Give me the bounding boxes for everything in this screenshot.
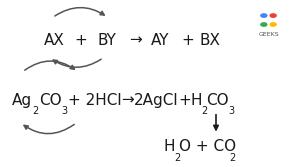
Text: +: + bbox=[181, 33, 194, 48]
Text: 3: 3 bbox=[61, 106, 67, 116]
Text: + 2HCl: + 2HCl bbox=[68, 93, 121, 108]
Circle shape bbox=[270, 23, 276, 26]
Text: Ag: Ag bbox=[12, 93, 32, 108]
Text: O + CO: O + CO bbox=[179, 139, 236, 154]
Text: 2: 2 bbox=[175, 153, 181, 163]
Text: GEEKS: GEEKS bbox=[258, 32, 279, 37]
Text: AX: AX bbox=[44, 33, 64, 48]
Text: +: + bbox=[75, 33, 87, 48]
Text: AY: AY bbox=[151, 33, 170, 48]
Text: 2: 2 bbox=[229, 153, 236, 163]
Circle shape bbox=[261, 14, 267, 17]
Text: 2: 2 bbox=[32, 106, 39, 116]
Text: 2AgCl: 2AgCl bbox=[134, 93, 178, 108]
Circle shape bbox=[261, 23, 267, 26]
Text: →: → bbox=[129, 33, 141, 48]
Text: +: + bbox=[178, 93, 191, 108]
Text: CO: CO bbox=[206, 93, 229, 108]
Text: H: H bbox=[164, 139, 175, 154]
Text: 2: 2 bbox=[202, 106, 208, 116]
Text: BY: BY bbox=[97, 33, 116, 48]
Text: BX: BX bbox=[200, 33, 220, 48]
Text: H: H bbox=[190, 93, 202, 108]
Circle shape bbox=[270, 14, 276, 17]
Text: CO: CO bbox=[39, 93, 62, 108]
Text: →: → bbox=[122, 93, 134, 108]
Text: 3: 3 bbox=[228, 106, 234, 116]
